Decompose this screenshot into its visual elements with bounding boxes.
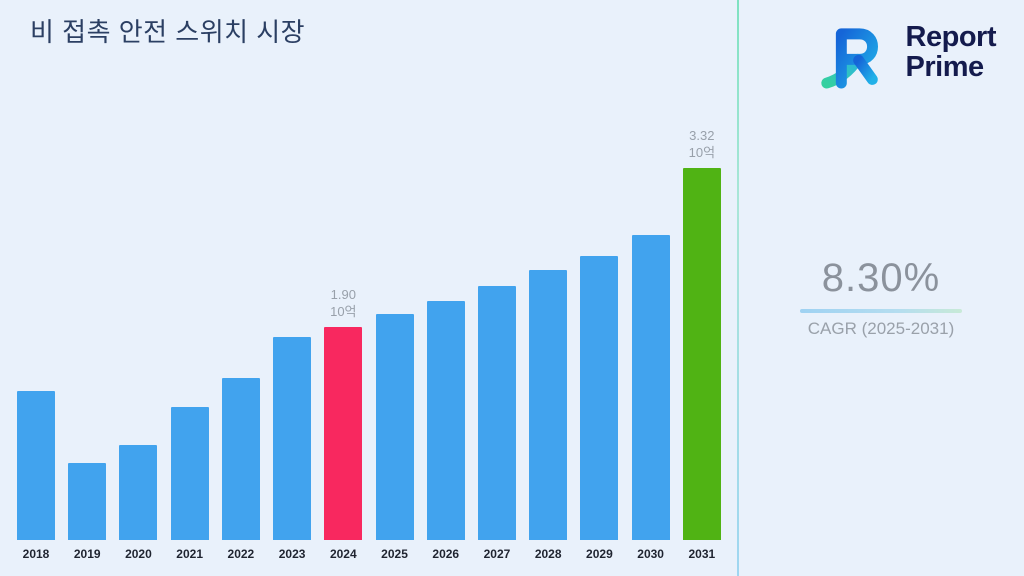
bar-column-2029: 2029 <box>579 256 619 562</box>
bar-chart: 2018 2019 2020 2021 2022 2023 1.90 10억 2024 2025 2… <box>16 124 722 562</box>
x-axis-label-2030: 2030 <box>637 547 664 561</box>
bar-column-2024: 1.90 10억 2024 <box>323 287 363 562</box>
x-axis-label-2026: 2026 <box>432 547 460 561</box>
bar-column-2028: 2028 <box>528 270 568 562</box>
bar-column-2020: 2020 <box>118 445 158 562</box>
logo-line1: Report <box>905 21 997 54</box>
bar-column-2026: 2026 <box>426 301 466 562</box>
x-axis-label-2023: 2023 <box>278 547 306 561</box>
bar-column-2019: 2019 <box>67 463 107 562</box>
bar-2026[interactable] <box>426 301 465 540</box>
x-axis-label-2019: 2019 <box>73 547 101 561</box>
vertical-divider <box>737 0 739 576</box>
bar-2022[interactable] <box>221 378 260 540</box>
chart-bars: 2018 2019 2020 2021 2022 2023 1.90 10억 2024 2025 2… <box>16 124 722 562</box>
bar-2027[interactable] <box>477 286 516 540</box>
x-axis-label-2022: 2022 <box>227 547 255 561</box>
cagr-value: 8.30% <box>821 256 941 300</box>
bar-2020[interactable] <box>119 445 158 540</box>
bar-2024[interactable] <box>324 327 363 540</box>
logo-line2: Prime <box>905 51 985 83</box>
x-axis-label-2020: 2020 <box>125 547 152 561</box>
bar-column-2022: 2022 <box>221 378 261 562</box>
bar-2028[interactable] <box>529 270 568 540</box>
bar-column-2027: 2027 <box>477 286 517 562</box>
cagr-label: CAGR (2025-2031) <box>807 319 955 338</box>
page-title: 비 접촉 안전 스위치 시장 <box>30 17 306 47</box>
logo-text: Report Prime <box>905 21 997 83</box>
bar-value-label-2024: 1.90 10억 <box>330 287 357 320</box>
x-axis-label-2027: 2027 <box>483 547 511 561</box>
bar-2019[interactable] <box>68 463 107 540</box>
bar-2018[interactable] <box>17 391 55 540</box>
x-axis-label-2029: 2029 <box>586 547 613 561</box>
bar-2021[interactable] <box>170 407 209 540</box>
bar-2030[interactable] <box>631 235 670 540</box>
bar-column-2030: 2030 <box>631 235 671 562</box>
bar-column-2023: 2023 <box>272 337 312 562</box>
x-axis-label-2031: 2031 <box>688 547 716 561</box>
x-axis-label-2028: 2028 <box>534 547 562 561</box>
bar-2023[interactable] <box>273 337 312 540</box>
x-axis-label-2025: 2025 <box>381 547 408 561</box>
bar-column-2025: 2025 <box>375 314 415 562</box>
x-axis-label-2018: 2018 <box>22 547 50 561</box>
bar-column-2031: 3.32 10억 2031 <box>682 128 722 562</box>
bar-2031[interactable] <box>682 168 721 540</box>
cagr-panel: 8.30% CAGR (2025-2031) <box>760 256 1002 339</box>
bar-value-label-2031: 3.32 10억 <box>688 128 716 161</box>
bar-2029[interactable] <box>580 256 619 540</box>
bar-column-2018: 2018 <box>16 391 56 562</box>
x-axis-label-2024: 2024 <box>329 547 357 561</box>
report-prime-mark-icon <box>820 28 878 89</box>
brand-logo: Report Prime <box>814 12 997 94</box>
bar-column-2021: 2021 <box>170 407 210 562</box>
cagr-underline <box>800 309 962 313</box>
x-axis-label-2021: 2021 <box>176 547 203 561</box>
bar-2025[interactable] <box>375 314 414 540</box>
